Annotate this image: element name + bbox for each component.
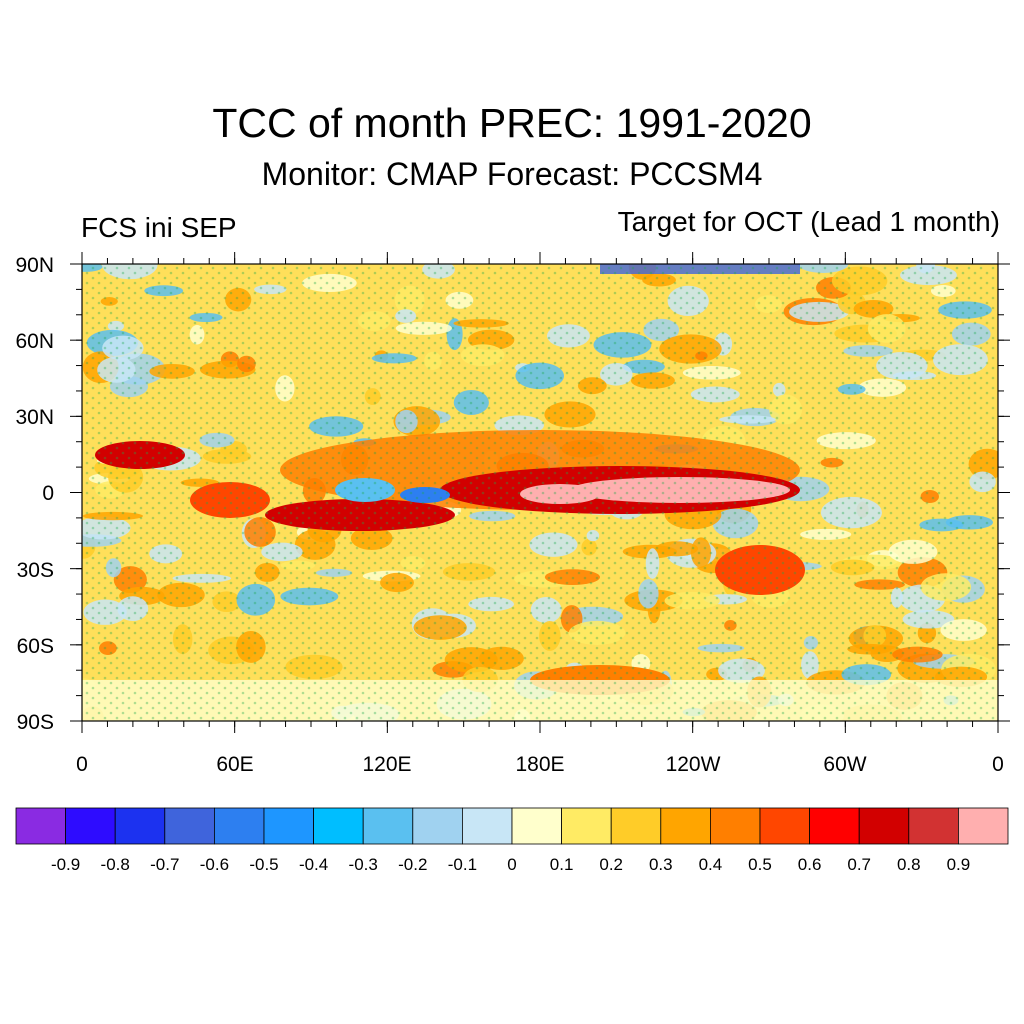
lon-label: 0 [992, 753, 1004, 776]
colorbar-label: 0.2 [599, 855, 623, 874]
colorbar-label: -0.8 [101, 855, 130, 874]
lon-label: 120E [362, 753, 411, 776]
lat-label: 30N [15, 406, 54, 429]
colorbar-label: 0.1 [550, 855, 574, 874]
colorbar-label: -0.2 [398, 855, 427, 874]
colorbar-label: 0.8 [897, 855, 921, 874]
colorbar-swatch [610, 807, 662, 845]
map-subtitle: Monitor: CMAP Forecast: PCCSM4 [261, 156, 763, 192]
latitude-labels: 90N 60N 30N 0 30S 60S 90S [15, 254, 54, 734]
colorbar-swatch [65, 807, 116, 845]
lat-label: 90N [15, 254, 54, 277]
colorbar-label: -0.4 [299, 855, 328, 874]
lon-label: 120W [666, 753, 721, 776]
colorbar-label: -0.7 [150, 855, 179, 874]
map-title: TCC of month PREC: 1991-2020 [212, 100, 812, 146]
colorbar-swatch [263, 807, 314, 845]
colorbar-swatch [164, 807, 215, 845]
lon-label: 180E [515, 753, 564, 776]
colorbar-label: 0.6 [798, 855, 822, 874]
colorbar-swatch [908, 807, 959, 845]
colorbar-label: 0.9 [947, 855, 971, 874]
colorbar-swatch [710, 807, 761, 845]
colorbar-label: -0.6 [200, 855, 229, 874]
colorbar-swatch [213, 807, 265, 845]
colorbar-swatch [858, 807, 910, 845]
colorbar-label: 0.3 [649, 855, 673, 874]
colorbar-swatch [809, 807, 860, 845]
target-label: Target for OCT (Lead 1 month) [617, 206, 1000, 237]
lat-label: 90S [17, 711, 54, 734]
colorbar-label: 0.4 [699, 855, 723, 874]
lon-label: 0 [76, 753, 88, 776]
colorbar-swatch [561, 807, 612, 845]
colorbar-label: 0.7 [847, 855, 871, 874]
lat-label: 30S [17, 559, 54, 582]
lon-label: 60E [216, 753, 253, 776]
colorbar-swatch [15, 807, 66, 845]
correlation-field [82, 264, 998, 721]
colorbar-swatch [412, 807, 463, 845]
axis-ticks [70, 252, 1010, 733]
colorbar-swatch [114, 807, 166, 845]
colorbar-swatch [313, 807, 364, 845]
colorbar-label: 0.5 [748, 855, 772, 874]
colorbar-swatch [362, 807, 414, 845]
colorbar-swatch [461, 807, 513, 845]
colorbar-label: -0.9 [51, 855, 80, 874]
colorbar-label: -0.3 [349, 855, 378, 874]
colorbar-swatch [511, 807, 562, 845]
lat-label: 0 [42, 482, 54, 505]
longitude-labels: 0 60E 120E 180E 120W 60W 0 [76, 753, 1004, 776]
colorbar [15, 807, 1009, 845]
colorbar-swatch [660, 807, 711, 845]
initialization-label: FCS ini SEP [81, 212, 237, 243]
colorbar-label: 0 [507, 855, 516, 874]
colorbar-swatch [759, 807, 810, 845]
colorbar-label: -0.1 [448, 855, 477, 874]
colorbar-labels: -0.9 -0.8 -0.7 -0.6 -0.5 -0.4 -0.3 -0.2 -0.1 0 0.1… [51, 855, 970, 874]
colorbar-swatch [958, 807, 1009, 845]
colorbar-label: -0.5 [249, 855, 278, 874]
lat-label: 60N [15, 330, 54, 353]
lat-label: 60S [17, 635, 54, 658]
lon-label: 60W [823, 753, 866, 776]
